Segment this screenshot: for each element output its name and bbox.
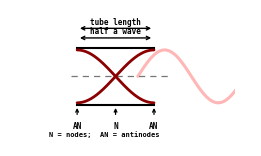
Text: tube length: tube length bbox=[90, 18, 141, 27]
Text: AN: AN bbox=[149, 122, 159, 131]
Text: AN: AN bbox=[73, 122, 82, 131]
Text: half a wave: half a wave bbox=[90, 27, 141, 37]
Text: N = nodes;  AN = antinodes: N = nodes; AN = antinodes bbox=[49, 131, 159, 138]
Text: N: N bbox=[113, 122, 118, 131]
